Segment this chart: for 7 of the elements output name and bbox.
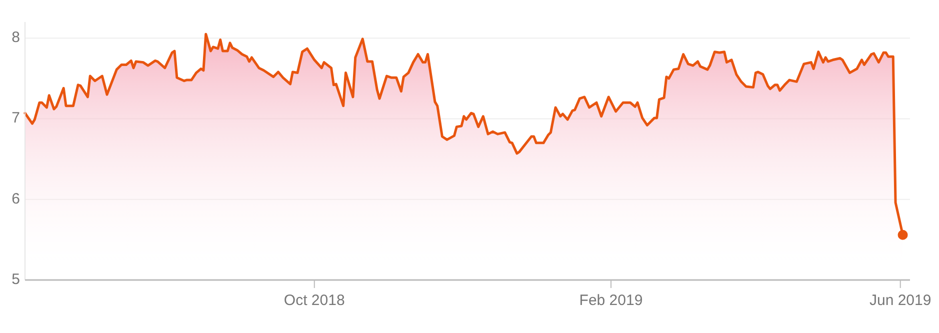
y-tick-label: 5 — [12, 270, 20, 288]
x-tick-label: Jun 2019 — [869, 292, 932, 309]
x-tick-label: Oct 2018 — [284, 292, 345, 309]
y-tick-label: 7 — [12, 110, 20, 127]
x-tick-label: Feb 2019 — [579, 292, 643, 309]
y-tick-label: 6 — [12, 190, 20, 208]
y-tick-label: 8 — [12, 29, 20, 46]
